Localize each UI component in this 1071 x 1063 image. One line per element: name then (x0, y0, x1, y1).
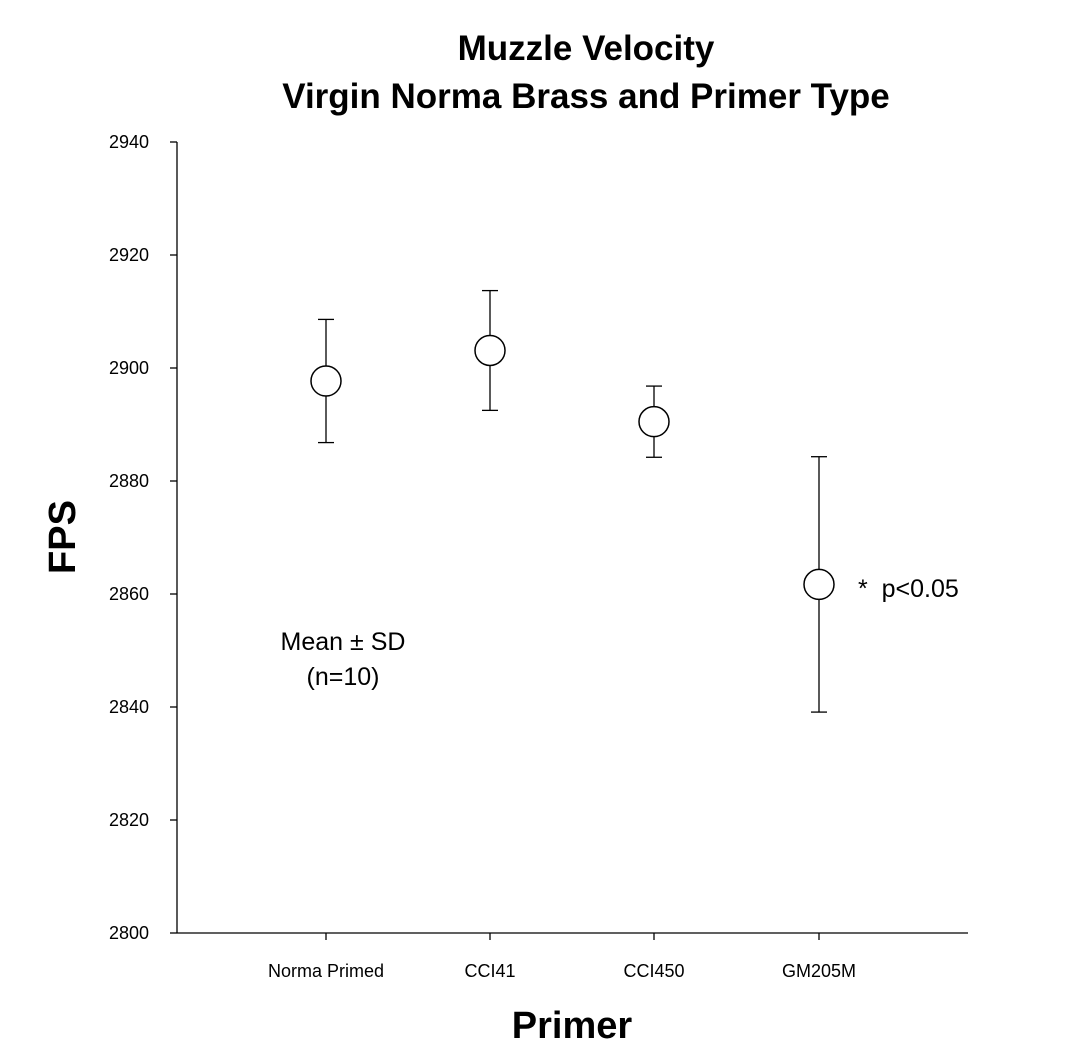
x-tick-label: CCI41 (464, 961, 515, 981)
data-point-group (638, 385, 670, 458)
x-tick-label: CCI450 (623, 961, 684, 981)
x-axis-label: Primer (512, 1005, 633, 1047)
data-point-group (474, 289, 506, 412)
mean-marker (474, 334, 506, 367)
x-tick-label: Norma Primed (268, 961, 384, 981)
y-tick-label: 2880 (109, 471, 149, 491)
chart-title-line-1: Muzzle Velocity (458, 29, 715, 68)
sample-size-label: (n=10) (307, 663, 380, 691)
mean-sd-note: Mean ± SD (n=10) (281, 628, 406, 691)
y-tick-label: 2860 (109, 584, 149, 604)
chart-title: Muzzle Velocity Virgin Norma Brass and P… (282, 29, 890, 116)
data-point-group (310, 318, 342, 444)
chart-title-line-2: Virgin Norma Brass and Primer Type (282, 77, 890, 116)
mean-marker (638, 405, 670, 438)
y-axis-ticks: 2800 2820 2840 2860 2880 2900 2920 2940 (109, 132, 177, 943)
data-points (310, 289, 835, 713)
mean-marker (310, 365, 342, 397)
x-tick-label: GM205M (782, 961, 856, 981)
y-axis-label: FPS (42, 500, 84, 574)
y-tick-label: 2920 (109, 245, 149, 265)
mean-marker (803, 568, 835, 601)
significance-note: * p<0.05 (858, 575, 959, 603)
y-tick-label: 2800 (109, 923, 149, 943)
y-tick-label: 2940 (109, 132, 149, 152)
x-axis-ticks: Norma Primed CCI41 CCI450 GM205M (268, 933, 856, 981)
y-tick-label: 2820 (109, 810, 149, 830)
mean-sd-label: Mean ± SD (281, 628, 406, 656)
data-point-group (803, 456, 835, 713)
y-tick-label: 2840 (109, 697, 149, 717)
y-tick-label: 2900 (109, 358, 149, 378)
